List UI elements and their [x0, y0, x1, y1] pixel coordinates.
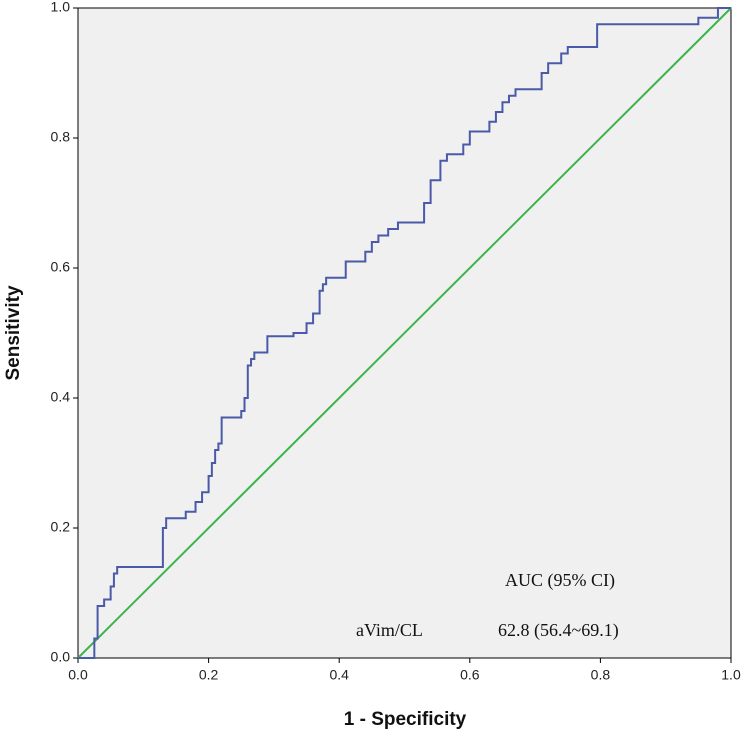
y-tick-label: 0.0	[51, 649, 71, 665]
x-tick-label: 0.4	[329, 667, 349, 683]
roc-line	[78, 7, 731, 659]
x-axis-title: 1 - Specificity	[344, 709, 467, 730]
annotation: 62.8 (56.4~69.1)	[498, 620, 619, 641]
x-tick-label: 0.8	[591, 667, 611, 683]
x-tick-label: 1.0	[721, 667, 741, 683]
y-tick-label: 0.8	[51, 129, 71, 145]
annotation: aVim/CL	[356, 620, 423, 640]
y-tick-label: 0.2	[51, 519, 71, 535]
x-tick-label: 0.2	[199, 667, 219, 683]
x-tick-label: 0.0	[68, 667, 88, 683]
annotation: AUC (95% CI)	[505, 570, 615, 591]
y-axis-title: Sensitivity	[3, 285, 24, 380]
y-tick-label: 1.0	[51, 0, 71, 15]
roc-line	[77, 7, 732, 659]
y-tick-label: 0.4	[51, 389, 71, 405]
y-tick-label: 0.6	[51, 259, 71, 275]
x-tick-label: 0.6	[460, 667, 480, 683]
